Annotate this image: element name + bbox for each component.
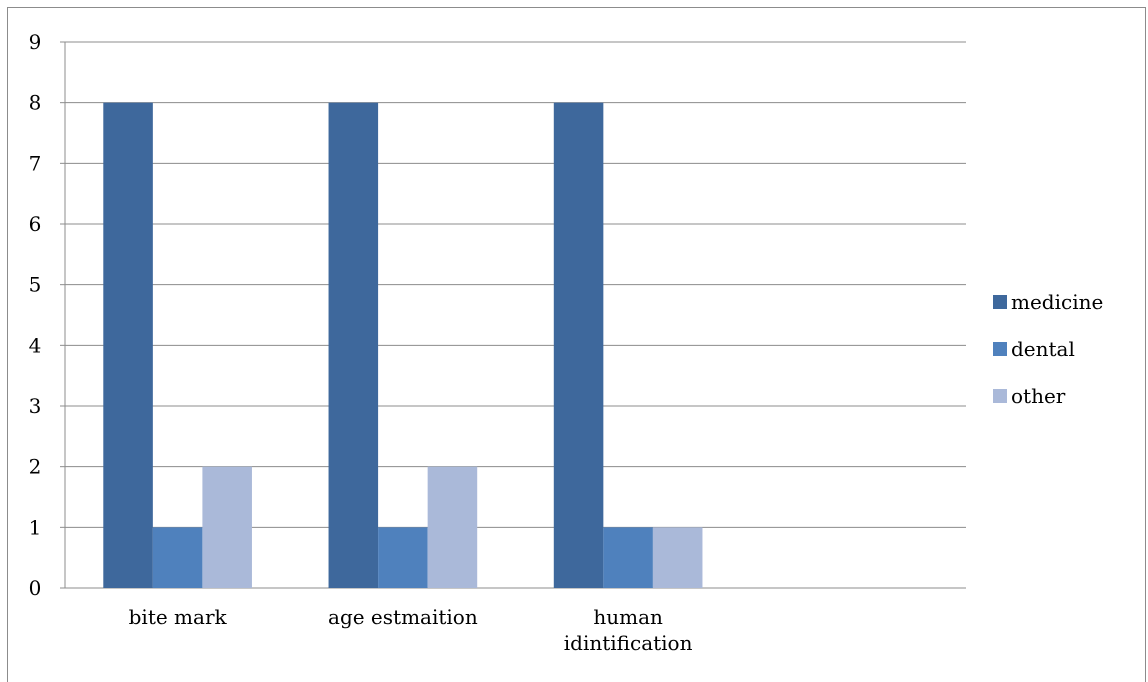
legend-swatch-dental (993, 342, 1007, 356)
y-tick-label: 4 (29, 333, 42, 357)
legend-label-medicine: medicine (1011, 290, 1103, 314)
legend-swatch-medicine (993, 295, 1007, 309)
x-category-label-line: human (593, 605, 663, 629)
x-category-label-line: idintification (564, 631, 693, 655)
bar-dental-1 (152, 527, 203, 588)
chart-frame (7, 7, 1146, 682)
gridlines (65, 41, 966, 528)
legend-label-dental: dental (1011, 337, 1075, 361)
legend-label-other: other (1011, 384, 1066, 408)
y-tick-label: 9 (29, 30, 42, 54)
y-tick-label: 2 (29, 455, 42, 479)
legend-swatch-other (993, 389, 1007, 403)
bar-other-1 (202, 466, 252, 588)
bar-other-3 (652, 527, 703, 588)
x-category-label-line: bite mark (129, 605, 228, 629)
legend: medicine dental other (993, 290, 1103, 408)
y-tick-label: 6 (29, 212, 42, 236)
x-category-label: bite mark (129, 605, 228, 629)
y-tick-label: 1 (29, 515, 42, 539)
x-category-label: human idintification (564, 605, 693, 655)
bar-dental-3 (603, 527, 653, 588)
x-category-label: age estmaition (328, 605, 478, 629)
y-axis-tick-labels: 0 1 2 3 4 5 6 7 8 9 (29, 30, 42, 600)
y-tick-label: 0 (29, 576, 42, 600)
y-tick-label: 3 (29, 394, 42, 418)
bar-other-2 (427, 466, 478, 588)
x-axis-category-labels: bite mark age estmaition human idintificati… (129, 605, 693, 655)
bar-medicine-1 (103, 102, 153, 589)
bar-dental-2 (378, 527, 428, 588)
bar-medicine-2 (328, 102, 379, 589)
y-tick-label: 5 (29, 273, 42, 297)
y-tick-label: 8 (29, 91, 42, 115)
y-tick-label: 7 (29, 151, 42, 175)
x-category-label-line: age estmaition (328, 605, 478, 629)
bar-medicine-3 (553, 102, 604, 589)
axes (60, 41, 966, 589)
bars (103, 102, 703, 589)
